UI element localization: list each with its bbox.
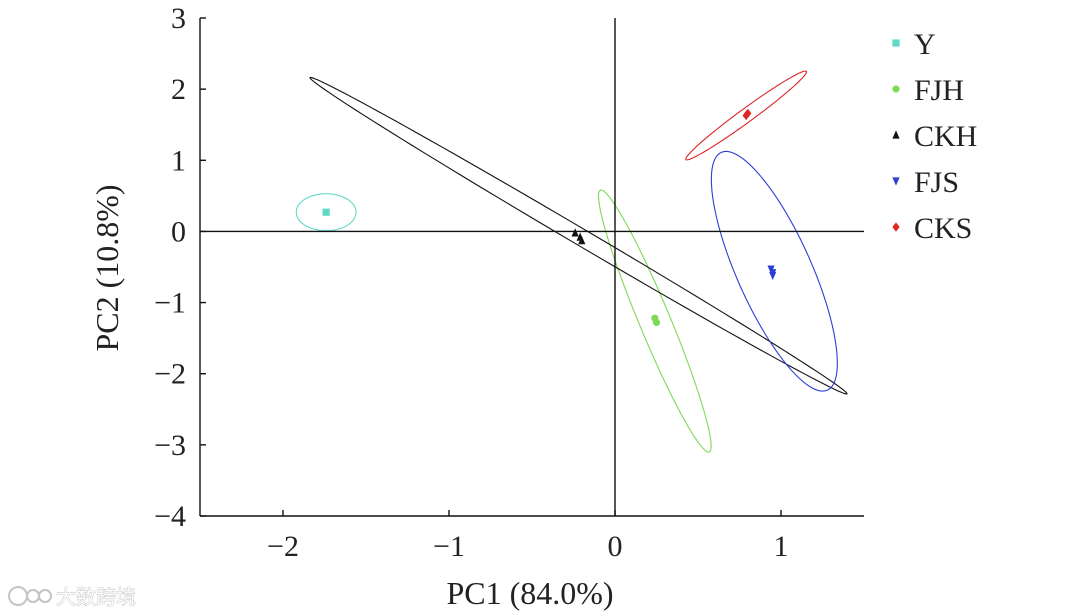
watermark-icon bbox=[8, 586, 52, 606]
ellipse-fjh bbox=[597, 189, 712, 453]
data-point-fjs bbox=[769, 271, 777, 281]
legend-label-fjs: FJS bbox=[914, 166, 959, 199]
legend-marker-fjs bbox=[892, 177, 900, 186]
legend-item-cks: CKS bbox=[892, 212, 972, 245]
legend-label-ckh: CKH bbox=[914, 120, 977, 153]
data-point-y bbox=[322, 208, 330, 216]
y-tick-label: −4 bbox=[154, 500, 186, 533]
x-axis-title: PC1 (84.0%) bbox=[446, 575, 613, 611]
ellipse-fjs bbox=[710, 150, 838, 392]
watermark-logo: 大数跨境 bbox=[8, 585, 136, 609]
legend-label-cks: CKS bbox=[914, 212, 972, 245]
legend-marker-fjh bbox=[892, 85, 900, 93]
zero-reference-lines bbox=[200, 18, 864, 516]
legend-marker-y bbox=[892, 39, 900, 47]
legend: Y FJH CKH FJS CKS bbox=[892, 28, 977, 245]
y-tick-label: 2 bbox=[171, 73, 186, 106]
axes bbox=[199, 17, 864, 517]
legend-item-y: Y bbox=[892, 28, 936, 61]
legend-marker-ckh bbox=[892, 130, 900, 139]
legend-marker-cks bbox=[892, 222, 900, 232]
watermark-label: 大数跨境 bbox=[56, 585, 136, 609]
legend-label-y: Y bbox=[914, 28, 936, 61]
legend-item-ckh: CKH bbox=[892, 120, 977, 153]
x-tick-label: 0 bbox=[608, 530, 623, 563]
y-tick-label: −1 bbox=[154, 287, 186, 320]
data-point-cks bbox=[744, 108, 752, 118]
data-point-ckh bbox=[578, 236, 586, 245]
legend-item-fjs: FJS bbox=[892, 166, 959, 199]
series-fjs bbox=[767, 265, 777, 281]
y-tick-label: 0 bbox=[171, 215, 186, 248]
data-point-fjh bbox=[652, 318, 661, 327]
tick-labels: −2 −1 0 1 3 2 1 0 −1 −2 −3 −4 bbox=[154, 2, 788, 563]
y-tick-label: −3 bbox=[154, 429, 186, 462]
y-tick-label: −2 bbox=[154, 358, 186, 391]
data-point-ckh bbox=[571, 228, 579, 237]
y-axis-title: PC2 (10.8%) bbox=[89, 184, 125, 351]
ellipse-y bbox=[295, 193, 357, 232]
x-tick-label: −1 bbox=[433, 530, 465, 563]
data-points bbox=[322, 108, 777, 327]
x-tick-label: 1 bbox=[774, 530, 789, 563]
legend-item-fjh: FJH bbox=[892, 74, 964, 107]
y-tick-label: 3 bbox=[171, 2, 186, 35]
confidence-ellipses bbox=[295, 70, 848, 453]
series-y bbox=[322, 208, 330, 216]
series-fjh bbox=[651, 314, 661, 327]
legend-label-fjh: FJH bbox=[914, 74, 964, 107]
ellipse-cks bbox=[685, 70, 808, 161]
series-ckh bbox=[571, 228, 586, 245]
ellipse-ckh bbox=[309, 76, 848, 395]
x-tick-label: −2 bbox=[267, 530, 299, 563]
series-cks bbox=[742, 108, 752, 121]
y-tick-label: 1 bbox=[171, 144, 186, 177]
